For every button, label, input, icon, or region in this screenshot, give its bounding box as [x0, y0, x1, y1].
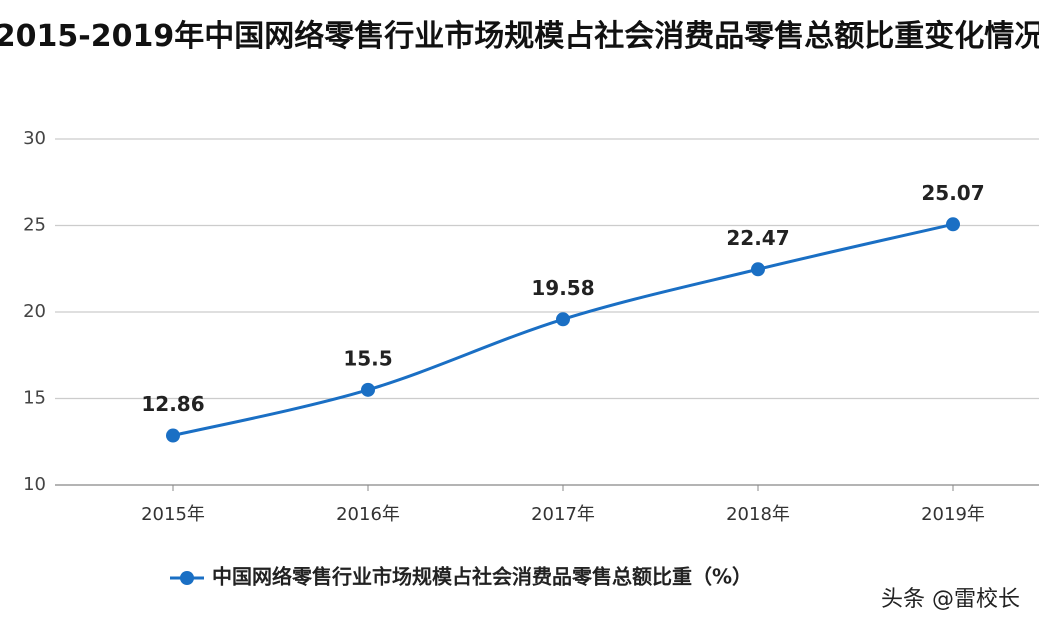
data-point: [751, 262, 765, 277]
data-point: [166, 428, 180, 443]
y-tick-label: 10: [23, 474, 46, 495]
x-tick-label: 2016年: [336, 504, 400, 525]
data-label: 22.47: [726, 226, 789, 250]
y-tick-label: 15: [23, 388, 46, 409]
x-tick-label: 2018年: [726, 504, 790, 525]
x-tick-label: 2015年: [141, 504, 205, 525]
watermark: 头条 @雷校长: [881, 587, 1020, 612]
x-tick-label: 2017年: [531, 504, 595, 525]
data-point: [556, 312, 570, 327]
series-line: [172, 222, 954, 437]
y-tick-label: 25: [23, 215, 46, 236]
y-tick-label: 20: [23, 301, 46, 322]
data-label: 25.07: [921, 181, 984, 205]
data-label: 12.86: [141, 392, 204, 416]
legend-marker: [180, 571, 194, 585]
data-label: 15.5: [343, 346, 392, 370]
chart-title: 2015-2019年中国网络零售行业市场规模占社会消费品零售总额比重变化情况: [0, 19, 1039, 54]
x-tick-label: 2019年: [921, 504, 985, 525]
data-point: [946, 217, 960, 232]
y-tick-label: 30: [23, 128, 46, 149]
data-label: 19.58: [531, 276, 594, 300]
legend-label: 中国网络零售行业市场规模占社会消费品零售总额比重（%）: [212, 565, 752, 589]
data-point: [361, 382, 375, 397]
